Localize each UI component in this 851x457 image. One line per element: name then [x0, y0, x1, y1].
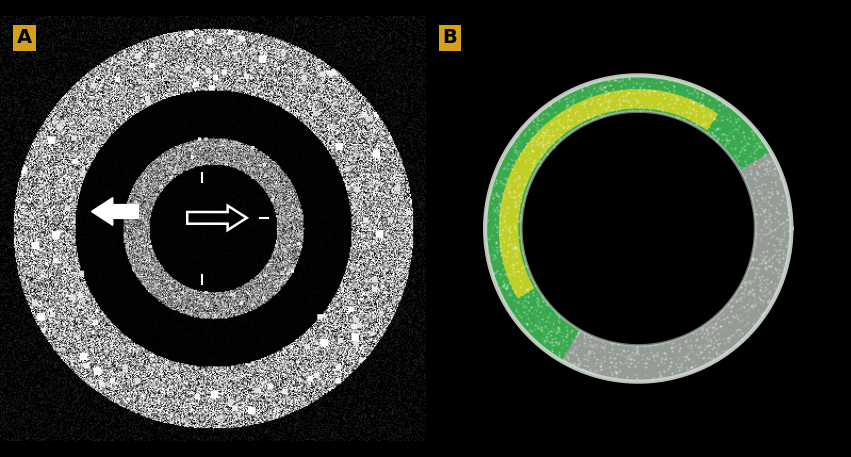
FancyArrow shape [92, 197, 139, 225]
Polygon shape [499, 89, 718, 298]
Text: B: B [443, 28, 457, 48]
Polygon shape [485, 75, 791, 382]
Text: A: A [17, 28, 32, 48]
Polygon shape [485, 75, 771, 361]
